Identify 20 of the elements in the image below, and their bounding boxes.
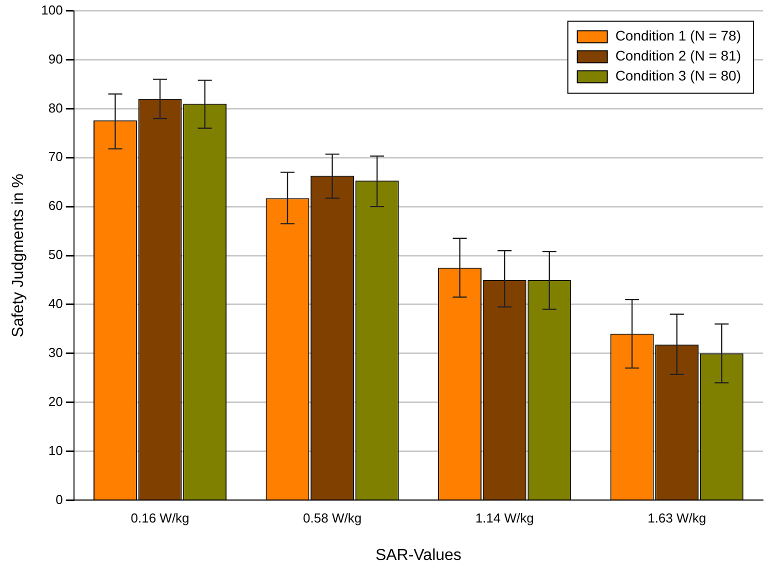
- y-tick-label: 10: [48, 442, 63, 458]
- legend-label: Condition 3 (N = 80): [615, 68, 742, 84]
- y-tick-label: 70: [48, 149, 63, 164]
- y-tick-label: 80: [48, 100, 63, 116]
- x-tick-label: 0.58 W/kg: [303, 510, 362, 526]
- legend-label: Condition 2 (N = 81): [615, 48, 742, 64]
- y-tick-label: 40: [48, 296, 63, 312]
- x-axis-title: SAR-Values: [375, 546, 462, 564]
- y-tick-label: 0: [56, 492, 63, 507]
- y-tick-label: 50: [48, 247, 63, 262]
- y-tick-label: 90: [48, 51, 63, 66]
- x-tick-label: 0.16 W/kg: [130, 510, 190, 526]
- x-tick-label: 1.63 W/kg: [648, 510, 706, 526]
- y-axis-title: Safety Judgments in %: [10, 174, 28, 338]
- y-tick-label: 30: [48, 344, 63, 360]
- x-tick-label: 1.14 W/kg: [475, 510, 534, 526]
- legend-label: Condition 1 (N = 78): [615, 28, 742, 44]
- y-tick-label: 60: [48, 198, 63, 214]
- y-tick-label: 20: [48, 394, 63, 409]
- y-tick-label: 100: [41, 2, 63, 18]
